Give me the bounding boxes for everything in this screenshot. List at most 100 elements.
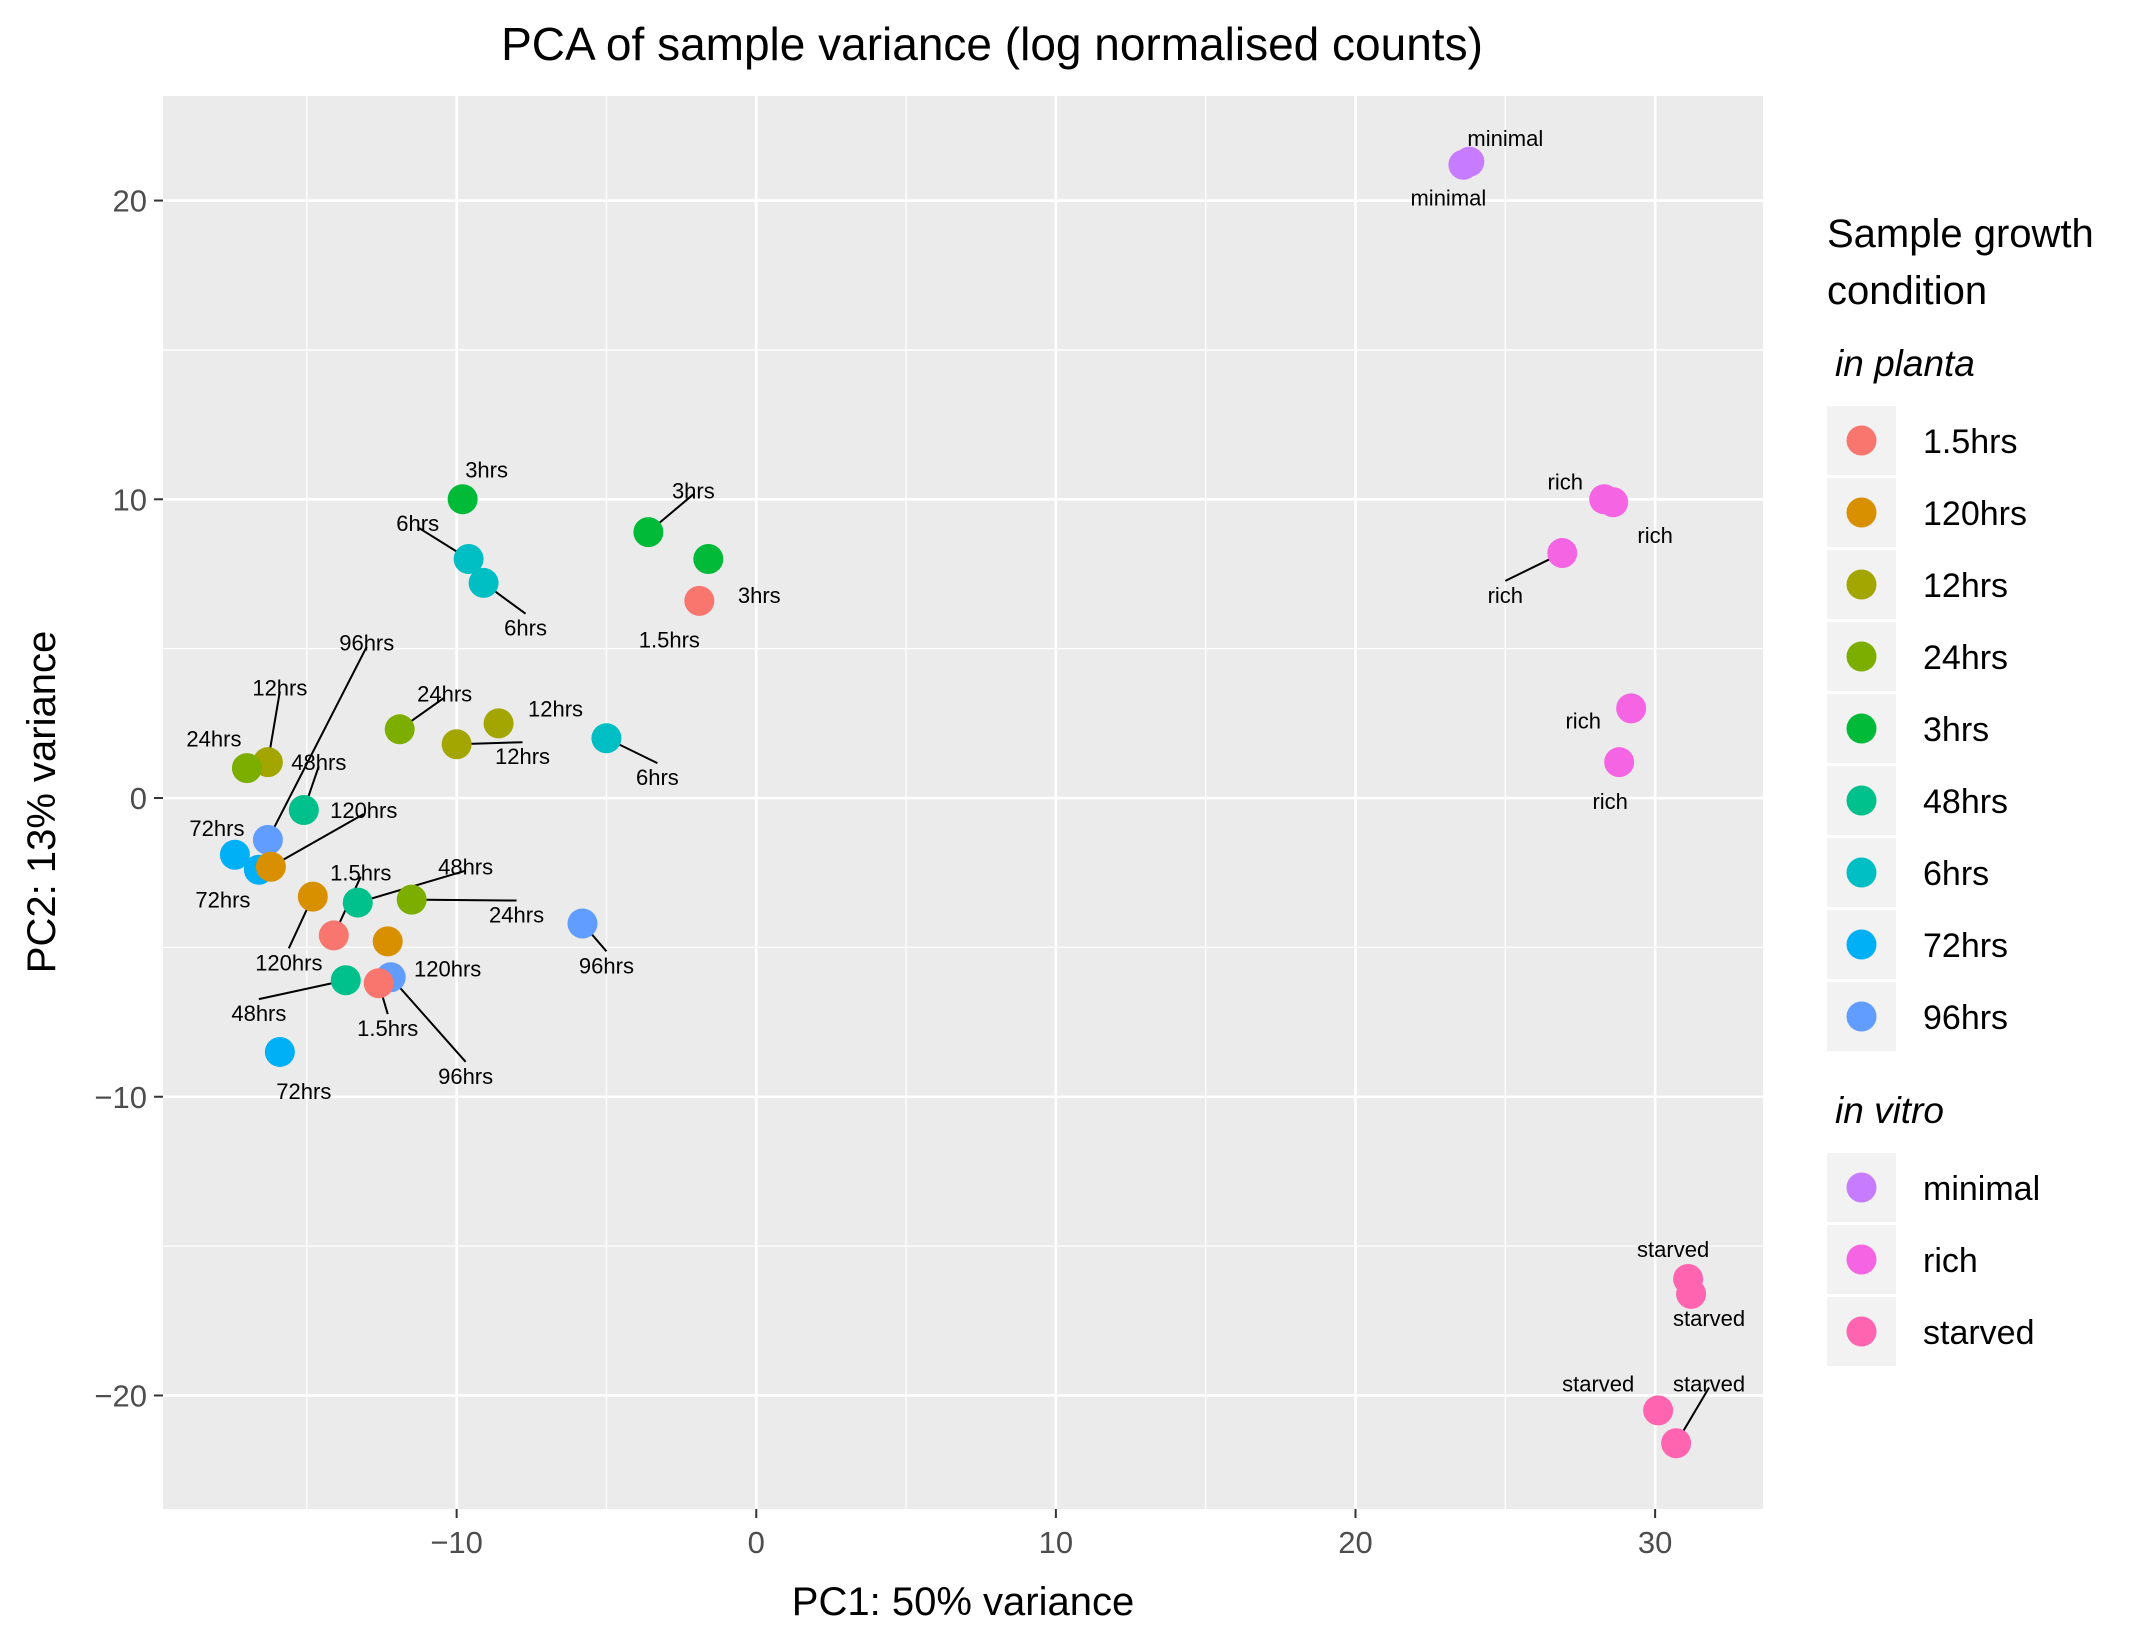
data-point	[372, 926, 403, 957]
legend-label: 3hrs	[1923, 711, 1989, 749]
label-leader-line	[266, 646, 368, 841]
legend-title: condition	[1827, 269, 1987, 313]
data-point	[693, 544, 724, 575]
y-axis-title: PC2: 13% variance	[20, 631, 64, 973]
point-label: 120hrs	[330, 798, 397, 823]
x-tick-label: −10	[430, 1525, 483, 1560]
data-point	[288, 794, 319, 825]
legend-label: 6hrs	[1923, 855, 1989, 893]
data-points	[219, 146, 1707, 1459]
data-point	[231, 753, 262, 784]
data-point	[453, 544, 484, 575]
legend-label: 96hrs	[1923, 999, 2008, 1037]
data-point	[1454, 146, 1485, 177]
point-label: 72hrs	[276, 1079, 331, 1104]
point-label: rich	[1548, 469, 1583, 494]
data-point	[1547, 538, 1578, 569]
point-label: 12hrs	[495, 744, 550, 769]
legend-label: 1.5hrs	[1923, 423, 2018, 461]
data-point	[441, 729, 472, 760]
legend-label: 48hrs	[1923, 783, 2008, 821]
point-label: starved	[1562, 1372, 1634, 1397]
point-label: 120hrs	[414, 956, 481, 981]
point-label: 72hrs	[189, 816, 244, 841]
legend-key-dot	[1846, 785, 1877, 816]
data-point	[591, 723, 622, 754]
point-label: 48hrs	[291, 750, 346, 775]
label-leader-line	[411, 898, 517, 902]
data-point	[684, 585, 715, 616]
point-label: starved	[1673, 1372, 1745, 1397]
data-point	[264, 1036, 295, 1067]
legend-label: 24hrs	[1923, 639, 2008, 677]
point-label: starved	[1637, 1237, 1709, 1262]
point-label: 3hrs	[738, 583, 781, 608]
point-label: 6hrs	[636, 765, 679, 790]
point-label: rich	[1637, 523, 1672, 548]
x-tick-label: 10	[1039, 1525, 1073, 1560]
legend-title: Sample growth	[1827, 212, 2094, 256]
data-point	[1616, 693, 1647, 724]
y-axis-ticks: −20 −10 0 10 20	[94, 184, 163, 1413]
legend-label: 72hrs	[1923, 927, 2008, 965]
x-axis-ticks: −10 0 10 20 30	[430, 1509, 1672, 1560]
label-leader-line	[389, 976, 467, 1063]
y-tick-label: 20	[113, 184, 147, 219]
point-label: 6hrs	[396, 511, 439, 536]
point-label: rich	[1488, 583, 1523, 608]
point-labels: 3hrs 3hrs 3hrs 6hrs 6hrs 6hrs 1.5hrs 12hrs 12hrs…	[186, 126, 1745, 1397]
data-point	[363, 968, 394, 999]
point-label: rich	[1565, 708, 1600, 733]
legend-label: minimal	[1923, 1170, 2040, 1208]
y-tick-label: −20	[94, 1378, 147, 1413]
data-point	[252, 824, 283, 855]
point-label: 12hrs	[252, 675, 307, 700]
data-point	[447, 484, 478, 515]
x-tick-label: 30	[1638, 1525, 1672, 1560]
legend: Sample growth condition in planta 1.5hrs 120…	[1827, 212, 2094, 1366]
x-axis-title: PC1: 50% variance	[792, 1580, 1134, 1624]
point-label: starved	[1673, 1306, 1745, 1331]
data-point	[567, 908, 598, 939]
data-point	[330, 965, 361, 996]
point-label: 72hrs	[195, 888, 250, 913]
point-label: 3hrs	[465, 457, 508, 482]
point-label: 24hrs	[417, 681, 472, 706]
point-label: 120hrs	[255, 950, 322, 975]
y-tick-label: 10	[113, 482, 147, 517]
data-point	[342, 887, 373, 918]
x-tick-label: 20	[1338, 1525, 1372, 1560]
point-label: 1.5hrs	[330, 861, 391, 886]
point-label: 48hrs	[231, 1001, 286, 1026]
point-label: 12hrs	[528, 696, 583, 721]
legend-key-dot	[1846, 569, 1877, 600]
point-label: 96hrs	[438, 1064, 493, 1089]
data-point	[318, 920, 349, 951]
legend-key-dot	[1846, 497, 1877, 528]
legend-label: 12hrs	[1923, 567, 2008, 605]
data-point	[633, 517, 664, 548]
data-point	[483, 708, 514, 739]
point-label: 24hrs	[489, 903, 544, 928]
x-tick-label: 0	[748, 1525, 765, 1560]
grid-major	[163, 96, 1763, 1509]
data-point	[297, 881, 328, 912]
point-label: minimal	[1410, 186, 1486, 211]
data-point	[384, 714, 415, 745]
point-label: 96hrs	[579, 953, 634, 978]
point-label: 1.5hrs	[639, 628, 700, 653]
point-label: rich	[1592, 789, 1627, 814]
legend-group-title: in planta	[1835, 343, 1975, 384]
data-point	[1598, 487, 1629, 518]
legend-key-dot	[1846, 641, 1877, 672]
legend-key-dot	[1846, 1316, 1877, 1347]
legend-key-dot	[1846, 713, 1877, 744]
legend-group-title: in vitro	[1835, 1090, 1944, 1131]
data-point	[219, 839, 250, 870]
data-point	[1604, 747, 1635, 778]
y-tick-label: 0	[130, 781, 147, 816]
point-label: 24hrs	[186, 726, 241, 751]
label-leader-line	[270, 813, 365, 868]
point-label: minimal	[1467, 126, 1543, 151]
